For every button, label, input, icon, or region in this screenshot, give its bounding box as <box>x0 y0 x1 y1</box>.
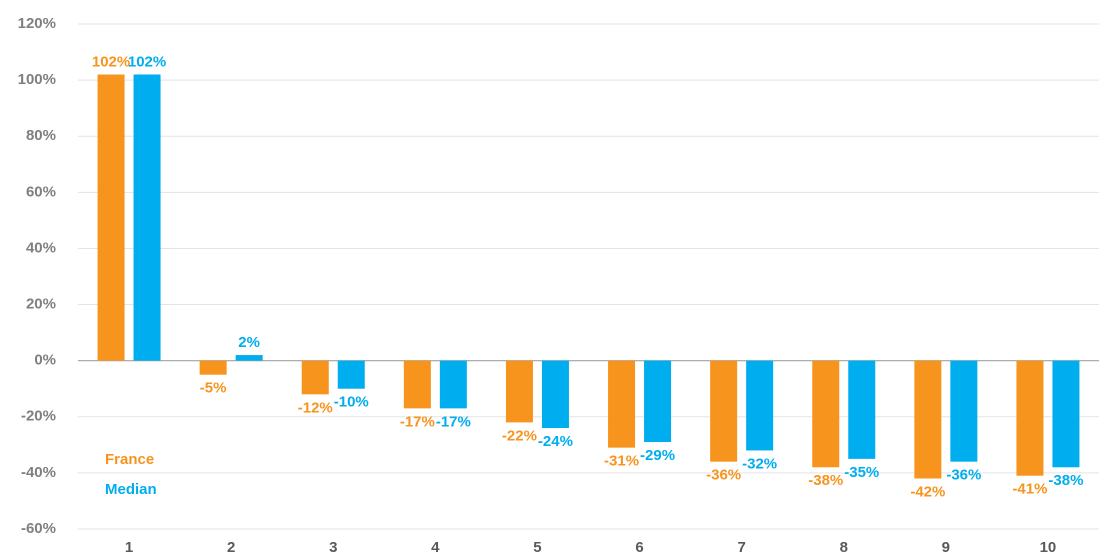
x-tick-label: 4 <box>431 539 440 556</box>
bar <box>710 360 738 462</box>
data-label: -29% <box>640 447 675 464</box>
x-tick-label: 3 <box>329 539 337 556</box>
legend-entry: Median <box>105 481 157 498</box>
legend-entry: France <box>105 451 154 468</box>
data-label: -38% <box>1048 472 1083 489</box>
y-tick-label: 80% <box>26 127 56 144</box>
data-label: -41% <box>1012 481 1047 498</box>
y-tick-label: 0% <box>34 352 56 369</box>
bar <box>608 360 636 448</box>
bar <box>746 360 774 451</box>
y-tick-label: -40% <box>21 464 56 481</box>
data-label: -17% <box>400 413 435 430</box>
x-tick-label: 2 <box>227 539 235 556</box>
data-label: -24% <box>538 433 573 450</box>
y-tick-label: 40% <box>26 239 56 256</box>
y-tick-label: 120% <box>18 15 56 32</box>
x-tick-label: 5 <box>533 539 541 556</box>
data-label: -36% <box>946 467 981 484</box>
data-label: -42% <box>910 483 945 500</box>
bar <box>541 360 569 428</box>
bar <box>1052 360 1080 468</box>
data-label: -31% <box>604 453 639 470</box>
data-label: -10% <box>334 394 369 411</box>
bar <box>199 360 227 375</box>
y-tick-label: 20% <box>26 296 56 313</box>
bar <box>235 355 263 361</box>
bar <box>439 360 467 409</box>
data-label: -12% <box>298 399 333 416</box>
x-tick-label: 1 <box>125 539 133 556</box>
bar <box>505 360 533 423</box>
bar <box>97 74 125 361</box>
x-tick-label: 7 <box>737 539 745 556</box>
y-tick-label: 60% <box>26 183 56 200</box>
y-tick-label: -20% <box>21 408 56 425</box>
bar <box>950 360 978 462</box>
bar <box>848 360 876 459</box>
data-label: -36% <box>706 467 741 484</box>
bar <box>812 360 840 468</box>
data-label: -35% <box>844 464 879 481</box>
bar <box>133 74 161 361</box>
data-label: 102% <box>92 53 130 70</box>
data-label: -17% <box>436 413 471 430</box>
data-label: -22% <box>502 427 537 444</box>
x-tick-label: 10 <box>1040 539 1057 556</box>
bar <box>337 360 365 389</box>
x-tick-label: 9 <box>942 539 950 556</box>
x-tick-label: 8 <box>840 539 848 556</box>
data-label: -38% <box>808 472 843 489</box>
bar <box>403 360 431 409</box>
bar <box>1016 360 1044 476</box>
data-label: -32% <box>742 455 777 472</box>
data-label: -5% <box>200 380 227 397</box>
y-tick-label: -60% <box>21 520 56 537</box>
y-tick-label: 100% <box>18 71 56 88</box>
bar <box>914 360 942 479</box>
bar <box>644 360 672 443</box>
data-label: 2% <box>238 334 260 351</box>
bar <box>301 360 329 395</box>
x-tick-label: 6 <box>635 539 643 556</box>
data-label: 102% <box>128 53 166 70</box>
